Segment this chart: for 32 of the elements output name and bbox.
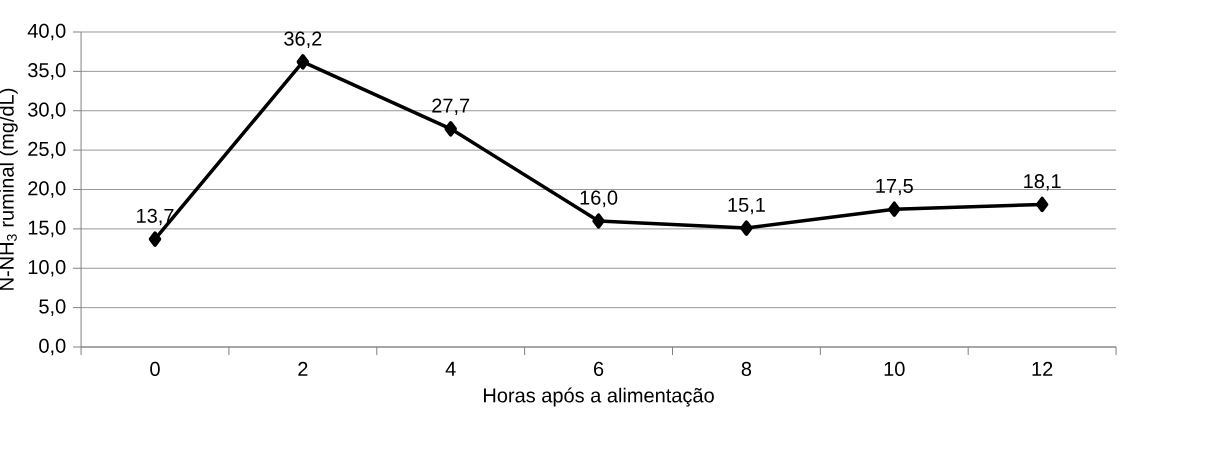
data-label: 17,5 <box>876 179 913 196</box>
y-tick-label: 20,0 <box>28 181 66 198</box>
point <box>296 54 310 70</box>
point <box>444 121 457 137</box>
x-tick-label: 10 <box>884 361 905 377</box>
x-tick-label: 2 <box>298 361 308 376</box>
y-tick-label: 40,0 <box>27 23 66 41</box>
point <box>888 201 901 217</box>
point <box>1035 196 1049 213</box>
y-tick-label: 30,0 <box>28 102 66 120</box>
x-axis-title: Horas após a alimentação <box>484 387 714 407</box>
data-label: 13,7 <box>137 208 174 226</box>
data-label: 36,2 <box>284 31 322 49</box>
y-tick-label: 35,0 <box>28 63 66 80</box>
data-label: 18,1 <box>1024 174 1061 191</box>
y-tick-label: 25,0 <box>28 141 66 159</box>
y-tick-label: 5,0 <box>39 299 66 316</box>
point <box>740 220 753 236</box>
data-label: 16,0 <box>580 190 618 208</box>
y-axis-title: N-NH$_{3}$ ruminal (mg/dL) <box>0 88 18 290</box>
y-tick-label: 15,0 <box>28 220 66 238</box>
data-label: 27,7 <box>432 98 470 115</box>
x-tick-label: 6 <box>594 361 604 377</box>
x-tick-label: 4 <box>445 361 456 376</box>
y-tick-label: 0,0 <box>39 338 66 356</box>
x-tick-label: 12 <box>1032 361 1053 376</box>
x-tick-label: 0 <box>150 361 160 377</box>
point <box>592 213 605 229</box>
x-tick-label: 8 <box>741 361 752 377</box>
y-tick-label: 10,0 <box>28 259 66 277</box>
data-label: 15,1 <box>728 197 765 215</box>
point <box>148 231 162 247</box>
